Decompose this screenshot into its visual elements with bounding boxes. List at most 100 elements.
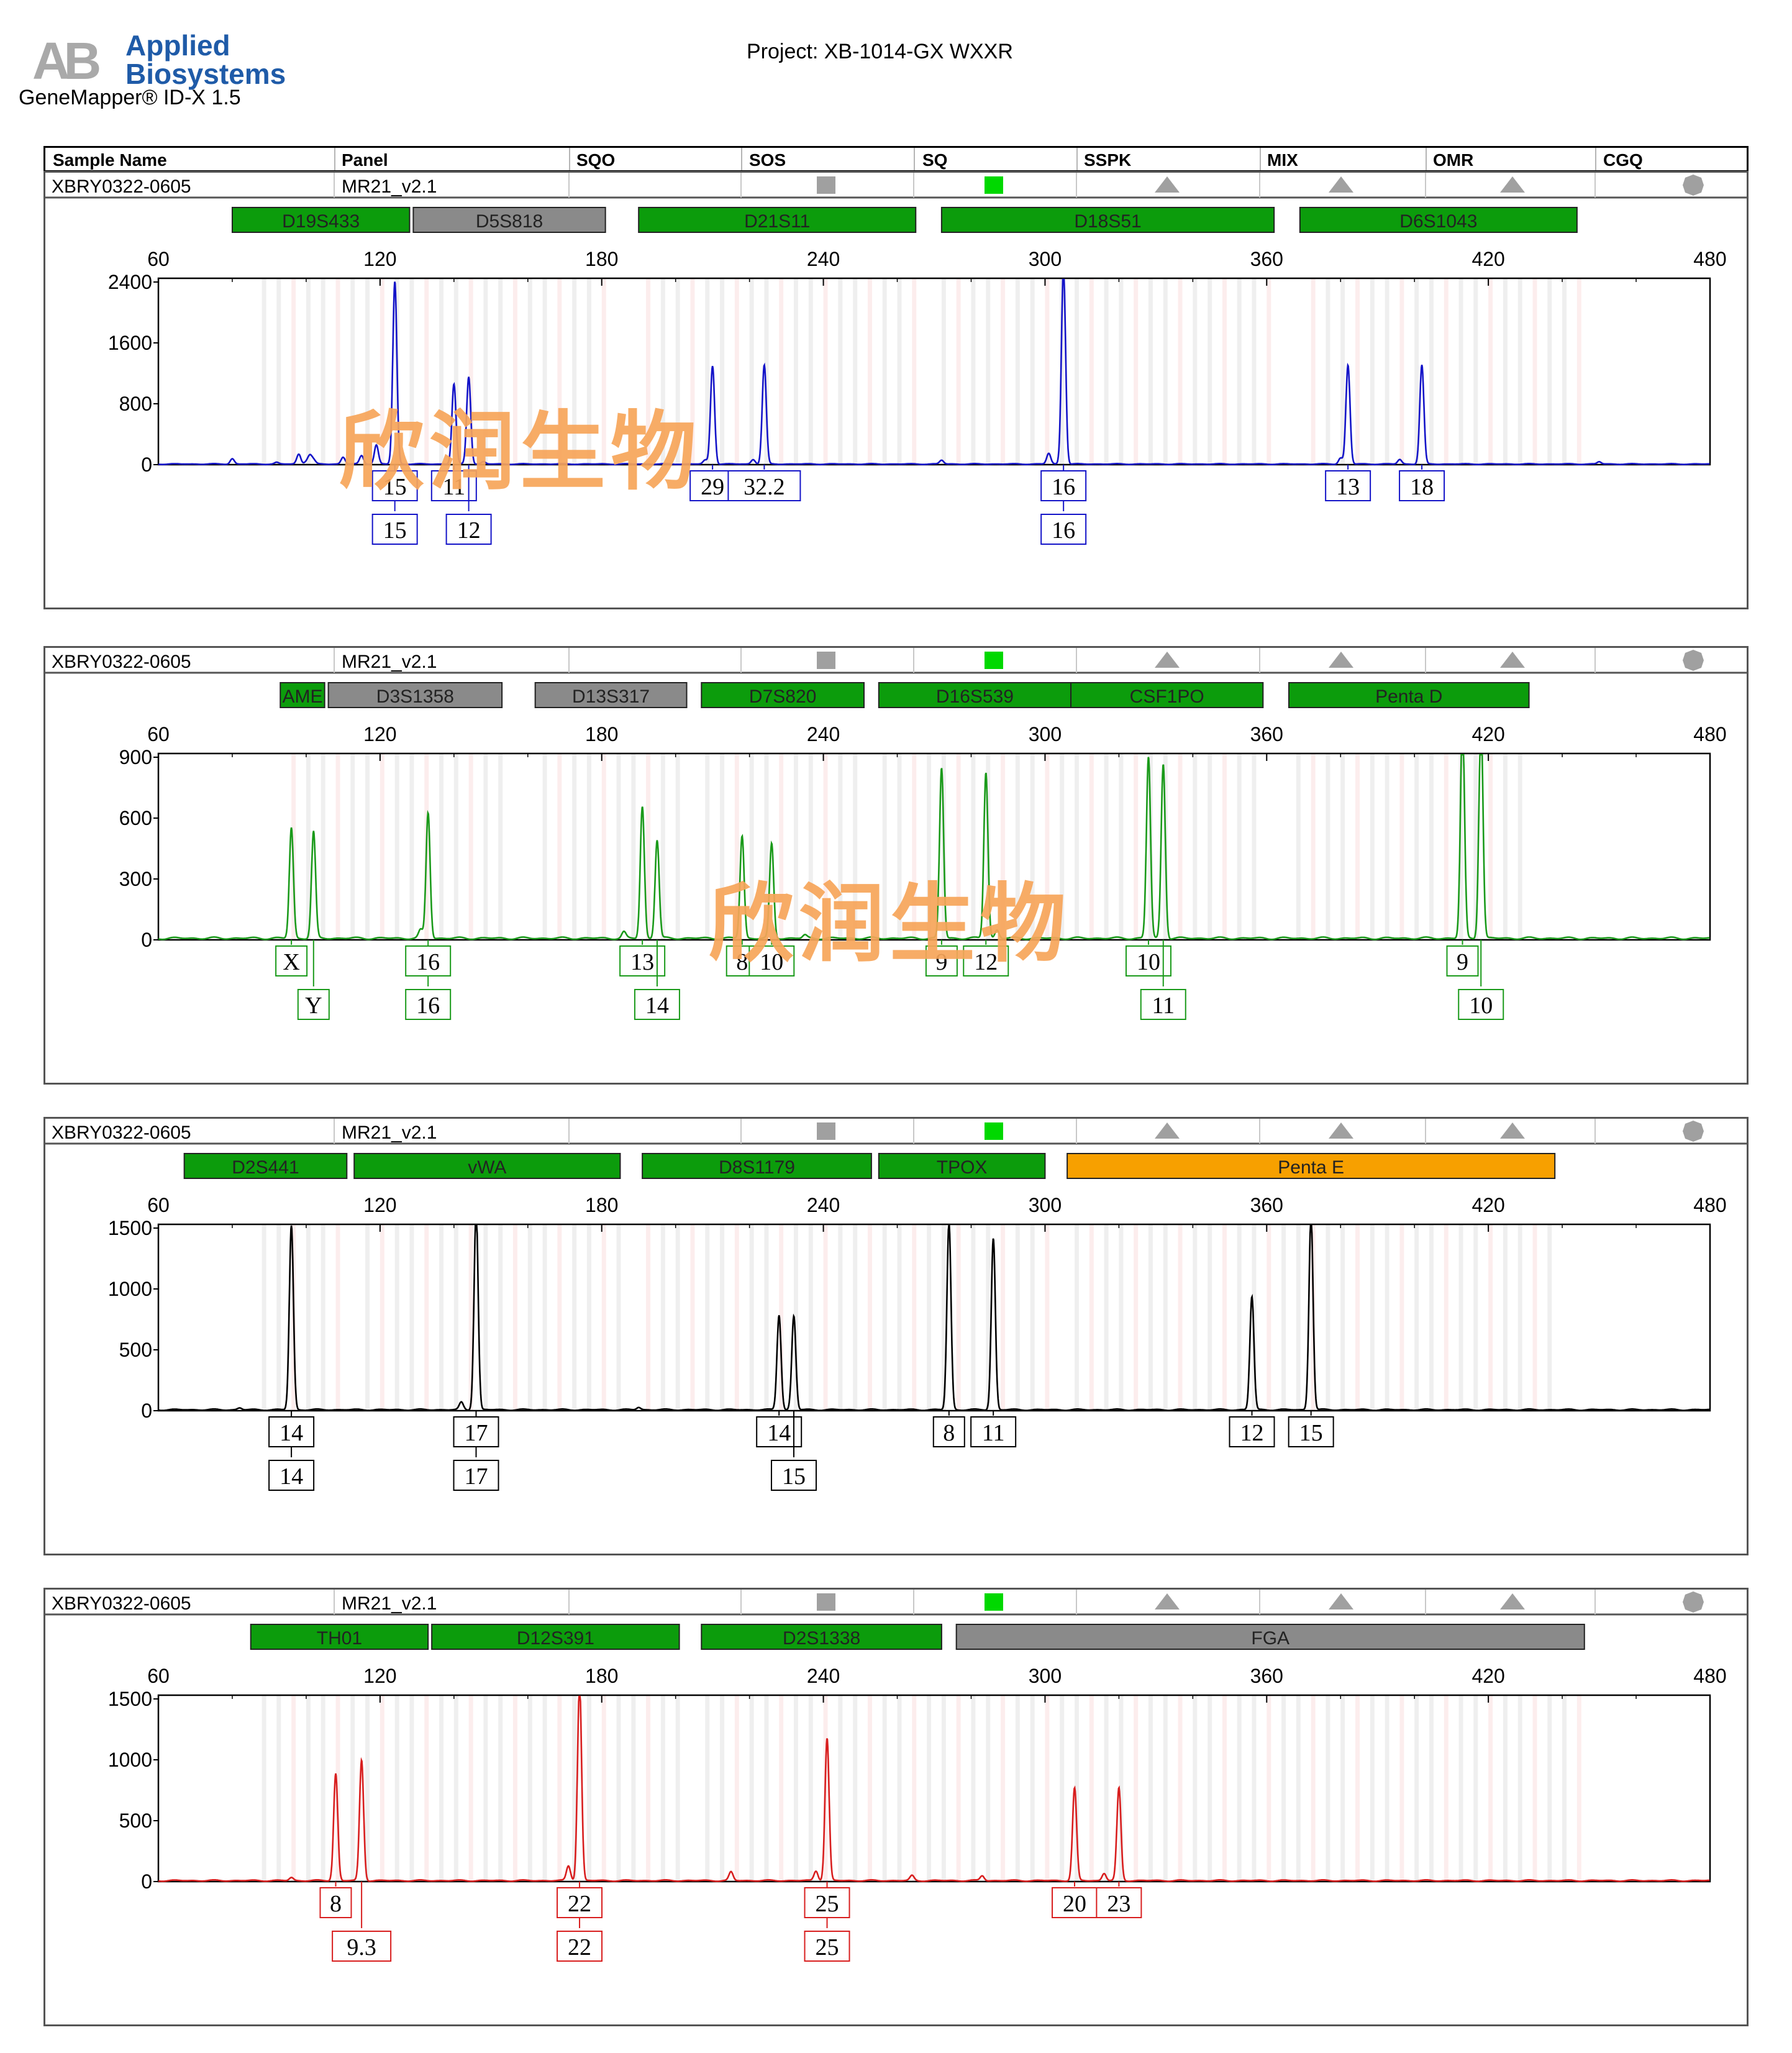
bin-stripe [1193,1224,1197,1411]
col-divider [1426,148,1427,170]
bin-stripe [1222,753,1227,940]
bin-stripe [1281,1224,1286,1411]
col-divider [1595,148,1596,170]
bin-stripe [1208,1695,1212,1882]
bin-stripe [942,278,946,465]
bin-stripe [1001,278,1005,465]
bin-stripe [1237,753,1242,940]
sos-flag-icon [817,176,835,194]
bin-stripe [750,753,754,940]
sos-flag-icon [817,1122,835,1140]
bin-stripe [1178,753,1183,940]
bin-stripe [1193,1695,1197,1882]
bin-stripe [409,278,414,465]
bin-stripe [1562,278,1567,465]
bin-stripe [1444,1695,1449,1882]
allele-label: 13 [1336,474,1360,500]
allele-label: 9.3 [347,1934,376,1960]
x-tick-label: 180 [585,1194,618,1216]
bin-stripe [1385,753,1389,940]
bin-stripe [1252,278,1256,465]
col-divider [334,148,335,170]
bin-stripe [409,1224,414,1411]
sos-flag-icon [817,652,835,669]
bin-stripe [824,1224,828,1411]
x-tick-label: 420 [1471,723,1504,745]
bin-stripe [469,753,473,940]
bin-stripe [1119,1224,1123,1411]
bin-stripe [1577,1695,1581,1882]
bin-stripe [1340,1224,1345,1411]
allele-label: 15 [383,517,407,544]
allele-label: 14 [280,1464,303,1490]
x-tick-label: 60 [147,723,170,745]
marker-label: CSF1PO [1130,686,1204,707]
bin-stripe [1429,1695,1434,1882]
column-header-row: Sample Name Panel SQO SOS SQ SSPK MIX OM… [43,146,1749,172]
bin-stripe [868,1224,872,1411]
bin-stripe [1340,1695,1345,1882]
bin-stripe [1547,278,1552,465]
bin-stripe [424,1695,429,1882]
bin-stripe [868,1695,872,1882]
bin-stripe [350,753,355,940]
y-tick-label: 300 [119,868,152,890]
bin-stripe [1355,278,1360,465]
bin-stripe [1370,1224,1375,1411]
allele-label: 17 [464,1464,488,1490]
bin-stripe [1208,278,1212,465]
bin-stripe [809,1224,813,1411]
bin-stripe [602,1224,606,1411]
sq-flag-icon [985,652,1003,669]
x-tick-label: 360 [1250,248,1283,270]
bin-stripe [276,278,281,465]
bin-stripe [1104,1695,1109,1882]
bin-stripe [971,278,975,465]
bin-stripe [1399,278,1404,465]
bin-stripe [1222,1224,1227,1411]
allele-label: 23 [1107,1891,1130,1917]
x-tick-label: 120 [363,1194,396,1216]
marker-label: vWA [468,1157,506,1178]
bin-stripe [321,278,325,465]
allele-label: 25 [816,1891,839,1917]
bin-stripe [957,1224,961,1411]
bin-stripe [424,1224,429,1411]
x-tick-label: 300 [1029,248,1062,270]
panel-name: MR21_v2.1 [342,652,437,672]
bin-stripe [454,1224,458,1411]
sample-row-bg [45,1590,1747,1614]
bin-stripe [617,1695,621,1882]
bin-stripe [1045,753,1049,940]
bin-stripe [794,1695,798,1882]
bin-stripe [1193,753,1197,940]
bin-stripe [705,1224,709,1411]
bin-stripe [1533,1695,1537,1882]
allele-label: 12 [1240,1420,1263,1446]
bin-stripe [1488,278,1493,465]
bin-stripe [720,1695,724,1882]
allele-label: 20 [1063,1891,1086,1917]
bin-stripe [853,278,857,465]
bin-stripe [1030,753,1035,940]
bin-stripe [557,1224,562,1411]
bin-stripe [1089,1224,1094,1411]
bin-stripe [898,1224,902,1411]
bin-stripe [1459,278,1463,465]
bin-stripe [971,1695,975,1882]
bin-stripe [1016,1695,1020,1882]
x-tick-label: 240 [807,1665,840,1687]
bin-stripe [838,1224,842,1411]
bin-stripe [1385,1224,1389,1411]
electropherogram-blue: XBRY0322-0605 MR21_v2.1 D19S433 D5S818 D21S1… [43,171,1749,609]
bin-stripe [1311,1695,1316,1882]
panel-name: MR21_v2.1 [342,1122,437,1143]
bin-stripe [794,278,798,465]
logo-letters: AB [32,32,99,90]
bin-stripe [1459,1695,1463,1882]
bin-stripe [543,753,547,940]
bin-stripe [1089,1695,1094,1882]
bin-stripe [617,753,621,940]
brand-line1: Applied [125,29,230,61]
y-tick-label: 1000 [108,1278,152,1300]
